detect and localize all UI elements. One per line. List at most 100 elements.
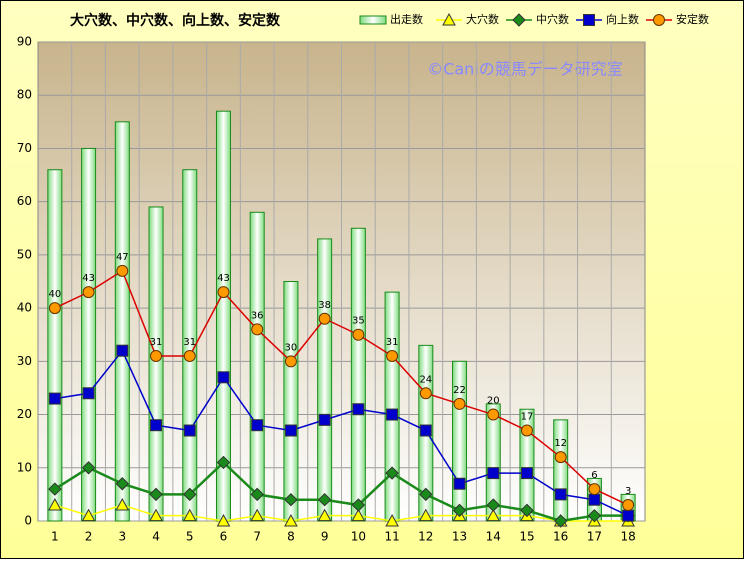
marker xyxy=(217,286,230,299)
x-tick-label: 15 xyxy=(519,530,534,544)
data-label: 31 xyxy=(386,337,399,348)
legend-label: 向上数 xyxy=(606,12,639,26)
marker xyxy=(216,513,231,527)
x-tick-label: 13 xyxy=(452,530,467,544)
marker xyxy=(385,513,399,527)
data-label: 43 xyxy=(217,273,230,284)
data-label: 30 xyxy=(285,342,298,353)
data-label: 12 xyxy=(554,438,567,449)
y-tick-label: 0 xyxy=(24,514,32,528)
legend-label: 安定数 xyxy=(676,12,709,26)
legend-label: 中穴数 xyxy=(536,12,569,26)
x-tick-label: 5 xyxy=(186,530,194,544)
marker xyxy=(284,424,297,437)
line xyxy=(54,269,629,506)
y-tick-label: 30 xyxy=(17,354,32,368)
legend-swatch xyxy=(359,15,387,25)
marker xyxy=(419,424,432,437)
y-tick-label: 40 xyxy=(17,301,32,315)
marker xyxy=(385,466,399,480)
marker xyxy=(553,514,568,528)
marker xyxy=(318,312,331,325)
line xyxy=(54,504,629,522)
marker xyxy=(48,497,62,511)
legend-label: 大穴数 xyxy=(466,12,499,26)
marker xyxy=(183,487,197,502)
marker xyxy=(250,487,264,502)
marker xyxy=(453,397,466,410)
bar xyxy=(350,227,366,522)
marker xyxy=(251,323,264,336)
x-tick-label: 1 xyxy=(51,530,59,544)
marker xyxy=(317,493,332,507)
data-label: 6 xyxy=(591,470,597,481)
marker xyxy=(250,508,265,522)
data-label: 38 xyxy=(318,300,331,311)
x-tick-label: 6 xyxy=(220,530,228,544)
marker xyxy=(554,488,567,501)
marker xyxy=(48,482,62,496)
x-tick-label: 17 xyxy=(587,530,602,544)
marker xyxy=(588,483,601,496)
x-tick-label: 10 xyxy=(351,530,366,544)
marker xyxy=(216,455,231,470)
y-tick-label: 90 xyxy=(17,35,32,49)
data-label: 31 xyxy=(183,337,196,348)
x-tick-label: 3 xyxy=(118,530,126,544)
data-label: 36 xyxy=(251,310,264,321)
watermark: ©Caniの競馬データ研究室 xyxy=(427,60,623,79)
y-tick-label: 50 xyxy=(17,247,32,261)
x-tick-label: 16 xyxy=(553,530,568,544)
chart-title: 大穴数、中穴数、向上数、安定数 xyxy=(70,12,281,29)
marker xyxy=(149,487,163,502)
bar xyxy=(249,211,265,522)
marker xyxy=(81,461,96,475)
marker xyxy=(115,477,130,491)
marker xyxy=(653,14,665,26)
marker xyxy=(48,302,61,315)
marker xyxy=(442,12,456,26)
marker xyxy=(622,499,635,512)
bar xyxy=(384,291,400,522)
legend-label: 出走数 xyxy=(390,12,423,26)
marker xyxy=(217,371,230,384)
marker xyxy=(351,498,366,512)
data-label: 47 xyxy=(116,252,129,263)
data-label: 31 xyxy=(150,337,163,348)
marker xyxy=(150,419,163,432)
y-tick-label: 80 xyxy=(17,88,32,102)
x-tick-label: 4 xyxy=(152,530,160,544)
bar xyxy=(317,238,333,522)
bar xyxy=(553,419,569,522)
y-tick-label: 60 xyxy=(17,194,32,208)
bar xyxy=(148,206,164,522)
x-tick-label: 14 xyxy=(486,530,501,544)
marker xyxy=(150,350,163,363)
marker xyxy=(116,344,129,357)
data-label: 17 xyxy=(521,412,534,423)
marker xyxy=(386,350,399,363)
marker xyxy=(520,467,533,480)
marker xyxy=(318,413,331,426)
data-label: 3 xyxy=(625,486,631,497)
marker xyxy=(48,392,61,405)
marker xyxy=(182,508,197,522)
marker xyxy=(554,451,567,464)
bar xyxy=(283,281,299,522)
y-tick-label: 10 xyxy=(17,460,32,474)
line xyxy=(54,460,629,523)
marker xyxy=(588,493,601,506)
data-label: 40 xyxy=(48,289,61,300)
marker xyxy=(512,13,526,27)
marker xyxy=(622,509,635,522)
marker xyxy=(149,508,163,522)
x-tick-label: 9 xyxy=(321,530,329,544)
data-label: 35 xyxy=(352,316,365,327)
marker xyxy=(352,328,365,341)
data-label: 22 xyxy=(453,385,466,396)
bar xyxy=(47,169,63,522)
marker xyxy=(453,477,466,490)
data-label: 43 xyxy=(82,273,95,284)
x-tick-label: 7 xyxy=(253,530,261,544)
